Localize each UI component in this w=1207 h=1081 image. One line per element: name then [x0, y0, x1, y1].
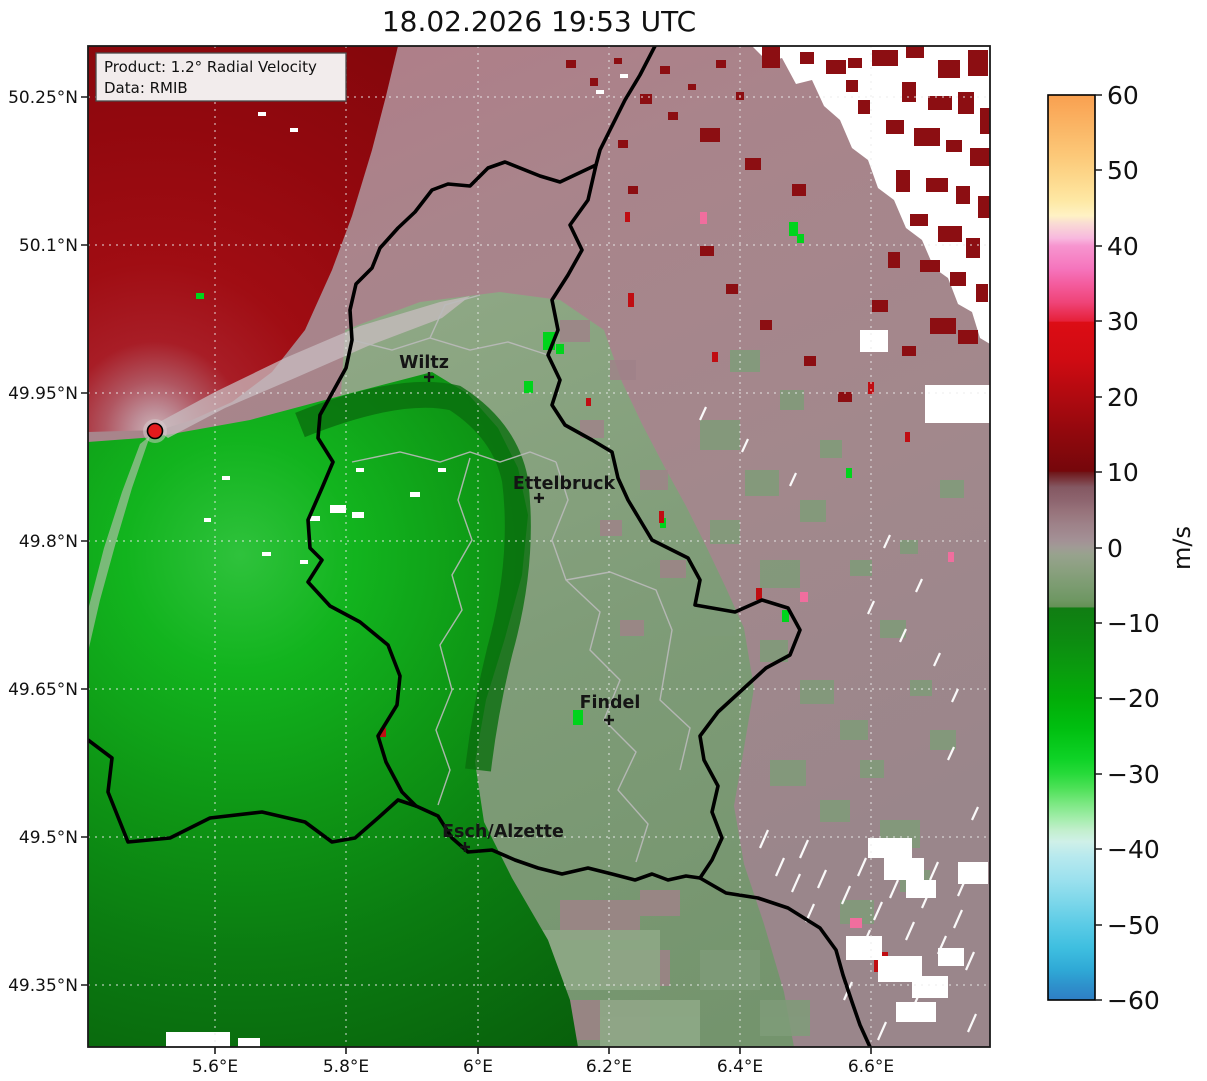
colorbar-tick-label-9: −30	[1107, 760, 1160, 789]
lon-tick-label-4: 6.4°E	[717, 1057, 763, 1077]
zero-isodop-band-ne	[152, 296, 470, 438]
city-marker-wiltz	[424, 372, 434, 382]
data-source-line: Data: RMIB	[104, 79, 188, 97]
lon-tick-label-1: 5.8°E	[323, 1057, 369, 1077]
lat-tick-label-3: 49.8°N	[19, 532, 78, 552]
axis-tick-marks	[81, 96, 872, 1054]
colorbar-tick-label-2: 40	[1107, 232, 1139, 261]
colorbar-tick-label-4: 20	[1107, 383, 1139, 412]
city-marker-esch	[460, 842, 470, 852]
product-line: Product: 1.2° Radial Velocity	[104, 58, 317, 76]
colorbar-tick-label-10: −40	[1107, 835, 1160, 864]
colorbar-tick-label-12: −60	[1107, 986, 1160, 1015]
colorbar-tick-label-11: −50	[1107, 911, 1160, 940]
city-label-ettelbruck: Ettelbruck	[513, 474, 616, 494]
product-info-box: Product: 1.2° Radial Velocity Data: RMIB	[95, 52, 347, 102]
border-be-de	[594, 46, 657, 167]
lat-tick-label-1: 50.1°N	[19, 236, 78, 256]
colorbar-tick-label-6: 0	[1107, 534, 1123, 563]
city-labels: Wiltz Ettelbruck Findel Esch/Alzette	[399, 353, 640, 842]
figure-title: 18.02.2026 19:53 UTC	[382, 5, 696, 38]
colorbar-tick-label-0: 60	[1107, 81, 1139, 110]
city-markers	[424, 372, 614, 852]
lon-tick-labels: 5.6°E 5.8°E 6°E 6.2°E 6.4°E 6.6°E	[192, 1057, 894, 1077]
green-region-negative-velocity	[88, 372, 578, 1047]
colorbar-tick-label-7: −10	[1107, 609, 1160, 638]
red-region-positive-velocity	[88, 46, 398, 432]
colorbar-tick-labels: 60 50 40 30 20 10 0 −10 −20 −30 −40 −50 …	[1107, 81, 1160, 1015]
radar-site-marker	[143, 419, 167, 443]
lon-tick-label-3: 6.2°E	[586, 1057, 632, 1077]
no-data-hole	[925, 385, 990, 423]
flecks-pink	[700, 212, 954, 928]
lat-tick-label-2: 49.95°N	[8, 384, 78, 404]
city-marker-findel	[604, 715, 614, 725]
map-field: Wiltz Ettelbruck Findel Esch/Alzette Pro…	[88, 46, 990, 1047]
lat-tick-labels: 50.25°N 50.1°N 49.95°N 49.8°N 49.65°N 49…	[8, 88, 78, 996]
colorbar-tick-label-1: 50	[1107, 156, 1139, 185]
lat-tick-label-4: 49.65°N	[8, 680, 78, 700]
no-data-streaks	[699, 406, 979, 1041]
city-label-esch: Esch/Alzette	[442, 822, 564, 842]
city-label-wiltz: Wiltz	[399, 353, 449, 373]
colorbar: 60 50 40 30 20 10 0 −10 −20 −30 −40 −50 …	[1047, 81, 1196, 1015]
colorbar-tick-marks	[1095, 94, 1102, 1001]
plot-frame	[87, 45, 991, 1048]
lat-tick-label-6: 49.35°N	[8, 976, 78, 996]
colorbar-tick-label-8: −20	[1107, 684, 1160, 713]
lon-tick-label-5: 6.6°E	[848, 1057, 894, 1077]
city-marker-ettelbruck	[534, 493, 544, 503]
lat-tick-label-5: 49.5°N	[19, 828, 78, 848]
colorbar-tick-label-5: 10	[1107, 458, 1139, 487]
lat-tick-label-0: 50.25°N	[8, 88, 78, 108]
country-borders	[88, 46, 872, 1047]
lon-tick-label-2: 6°E	[463, 1057, 493, 1077]
colorbar-tick-label-3: 30	[1107, 307, 1139, 336]
internal-borders	[351, 294, 691, 863]
border-fr-de	[698, 876, 872, 1047]
pale-sage-patches-bottom	[540, 930, 700, 1047]
dark-green-rim	[295, 381, 531, 772]
city-label-findel: Findel	[580, 693, 641, 713]
border-fr-be	[88, 738, 418, 844]
border-luxembourg	[306, 160, 802, 882]
colorbar-gradient	[1047, 94, 1096, 1001]
no-data-hole	[860, 330, 888, 352]
no-data-corner-ne	[752, 46, 990, 344]
colorbar-units-label: m/s	[1168, 526, 1196, 570]
no-data-patches-se	[166, 838, 988, 1047]
lon-tick-label-0: 5.6°E	[192, 1057, 238, 1077]
